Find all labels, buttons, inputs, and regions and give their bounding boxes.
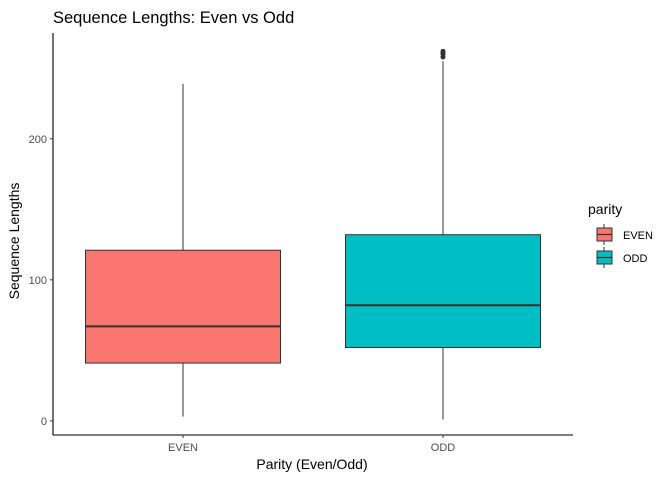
y-tick-label: 100 (29, 275, 47, 287)
box-iqr (85, 249, 281, 364)
legend-entry-even: EVEN (596, 224, 653, 245)
legend-label: EVEN (623, 230, 653, 242)
y-tick-label: 0 (41, 416, 47, 428)
box-even (85, 83, 281, 417)
legend-title: parity (588, 201, 622, 217)
legend: parity EVEN ODD (588, 201, 653, 268)
axes: 0 100 200 EVEN ODD (29, 33, 573, 454)
outlier-point (440, 48, 446, 54)
boxes (85, 48, 541, 420)
x-tick-label: EVEN (168, 442, 198, 454)
y-axis-title: Sequence Lengths (6, 183, 22, 300)
box-iqr (345, 234, 541, 349)
box-odd (345, 48, 541, 420)
chart-title: Sequence Lengths: Even vs Odd (53, 9, 294, 27)
legend-label: ODD (623, 253, 648, 265)
x-axis-title: Parity (Even/Odd) (256, 456, 367, 472)
x-tick-label: ODD (431, 442, 456, 454)
legend-entry-odd: ODD (596, 247, 648, 268)
y-tick-label: 200 (29, 134, 47, 146)
